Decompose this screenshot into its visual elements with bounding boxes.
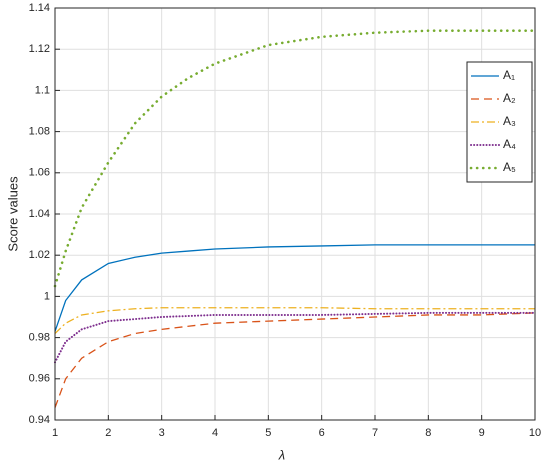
- x-tick-label: 9: [479, 427, 485, 439]
- y-tick-label: 0.96: [29, 373, 50, 385]
- x-tick-label: 8: [425, 427, 431, 439]
- x-tick-label: 5: [265, 427, 271, 439]
- legend-label: A₃: [503, 114, 516, 128]
- y-tick-label: 1.12: [29, 43, 50, 55]
- y-tick-label: 0.98: [29, 332, 50, 344]
- y-tick-label: 1.08: [29, 126, 50, 138]
- x-tick-label: 10: [529, 427, 541, 439]
- x-tick-label: 6: [319, 427, 325, 439]
- y-axis-label: Score values: [5, 176, 20, 252]
- series-line: [53, 29, 537, 288]
- legend-label: A₂: [503, 91, 516, 105]
- y-tick-label: 1.14: [29, 2, 50, 14]
- series-line: [54, 312, 536, 408]
- x-tick-label: 7: [372, 427, 378, 439]
- series-line: [54, 307, 535, 334]
- legend-label: A₅: [503, 160, 516, 174]
- x-axis-label: λ: [278, 447, 285, 462]
- y-tick-label: 1.04: [29, 208, 50, 220]
- x-tick-label: 3: [159, 427, 165, 439]
- y-tick-label: 1.02: [29, 249, 50, 261]
- series-line: [54, 244, 535, 332]
- x-tick-label: 2: [105, 427, 111, 439]
- x-tick-label: 4: [212, 427, 218, 439]
- series-line: [54, 311, 536, 364]
- legend-label: A₁: [503, 68, 515, 82]
- y-tick-label: 0.94: [29, 414, 50, 426]
- x-tick-label: 1: [52, 427, 58, 439]
- plot-frame: [54, 7, 536, 421]
- y-tick-label: 1.06: [29, 167, 50, 179]
- y-tick-label: 1.1: [35, 84, 50, 96]
- legend-label: A₄: [503, 137, 516, 151]
- y-tick-label: 1: [44, 290, 50, 302]
